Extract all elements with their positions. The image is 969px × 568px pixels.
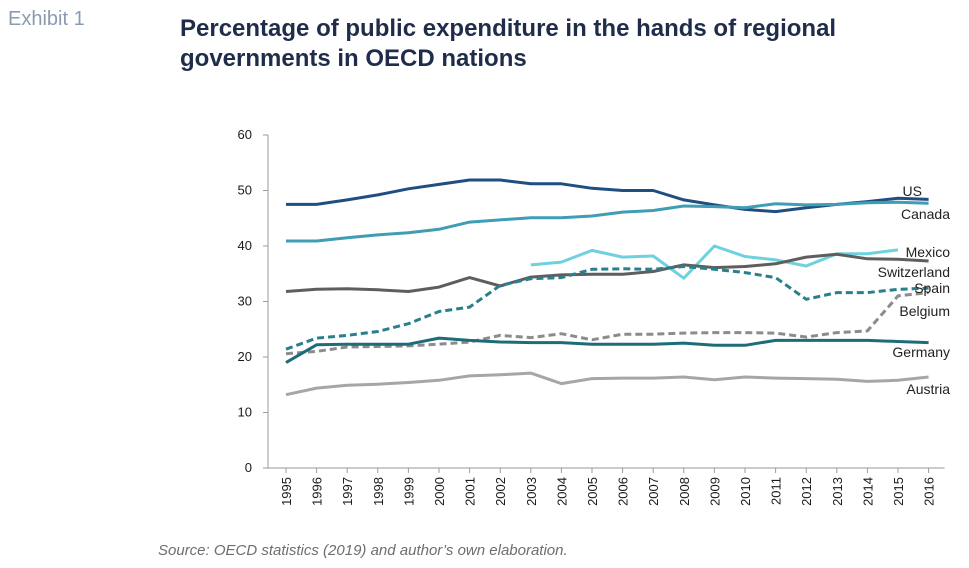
x-tick-label: 2010 bbox=[738, 477, 753, 506]
series-line-austria bbox=[285, 371, 929, 397]
y-tick-label: 40 bbox=[238, 238, 252, 253]
series-line-germany bbox=[285, 336, 929, 364]
source-note: Source: OECD statistics (2019) and autho… bbox=[158, 542, 568, 559]
x-tick-label: 2002 bbox=[493, 477, 508, 506]
series-label-belgium: Belgium bbox=[899, 303, 950, 319]
y-tick-label: 50 bbox=[238, 183, 252, 198]
x-tick-label: 1999 bbox=[401, 477, 416, 506]
series-line-belgium bbox=[285, 291, 929, 356]
series-line-canada bbox=[286, 200, 929, 243]
x-tick-label: 2011 bbox=[769, 477, 784, 505]
x-tick-label: 2004 bbox=[554, 477, 569, 506]
series-label-mexico: Mexico bbox=[906, 244, 951, 260]
x-tick-label: 2008 bbox=[677, 477, 692, 506]
series-label-canada: Canada bbox=[901, 206, 950, 222]
series-line-switzerland bbox=[285, 252, 929, 293]
x-tick-label: 2001 bbox=[463, 477, 478, 506]
y-tick-label: 60 bbox=[238, 127, 252, 142]
x-tick-label: 2000 bbox=[432, 477, 447, 506]
exhibit-label: Exhibit 1 bbox=[8, 8, 85, 30]
chart-title: Percentage of public expenditure in the … bbox=[180, 15, 837, 72]
x-tick-label: 2005 bbox=[585, 477, 600, 506]
y-tick-label: 0 bbox=[245, 460, 252, 475]
chart-series-lines bbox=[285, 178, 929, 397]
x-tick-label: 1997 bbox=[340, 477, 355, 506]
x-tick-label: 1995 bbox=[279, 477, 294, 506]
series-label-austria: Austria bbox=[906, 381, 950, 397]
series-label-spain: Spain bbox=[914, 280, 950, 296]
x-tick-label: 2003 bbox=[524, 477, 539, 506]
x-tick-label: 2014 bbox=[860, 477, 875, 506]
y-tick-label: 30 bbox=[238, 294, 252, 309]
x-tick-label: 2016 bbox=[922, 477, 937, 506]
chart-axes: 0 10 20 30 40 50 60 1995 1996 1997 1998 1999 2000 200… bbox=[238, 127, 945, 506]
y-tick-label: 10 bbox=[238, 405, 252, 420]
series-label-switzerland: Switzerland bbox=[878, 264, 950, 280]
series-label-us: US bbox=[903, 183, 922, 199]
y-tick-label: 20 bbox=[238, 349, 252, 364]
x-tick-label: 2007 bbox=[646, 477, 661, 506]
x-tick-label: 2012 bbox=[799, 477, 814, 506]
x-tick-label: 2015 bbox=[891, 477, 906, 506]
x-tick-label: 2013 bbox=[830, 477, 845, 506]
x-tick-label: 1998 bbox=[371, 477, 386, 506]
series-label-germany: Germany bbox=[892, 344, 950, 360]
x-tick-label: 2006 bbox=[616, 477, 631, 506]
x-tick-label: 1996 bbox=[310, 477, 325, 506]
x-tick-label: 2009 bbox=[707, 477, 722, 506]
series-line-spain bbox=[285, 265, 929, 351]
series-line-us bbox=[286, 178, 929, 214]
